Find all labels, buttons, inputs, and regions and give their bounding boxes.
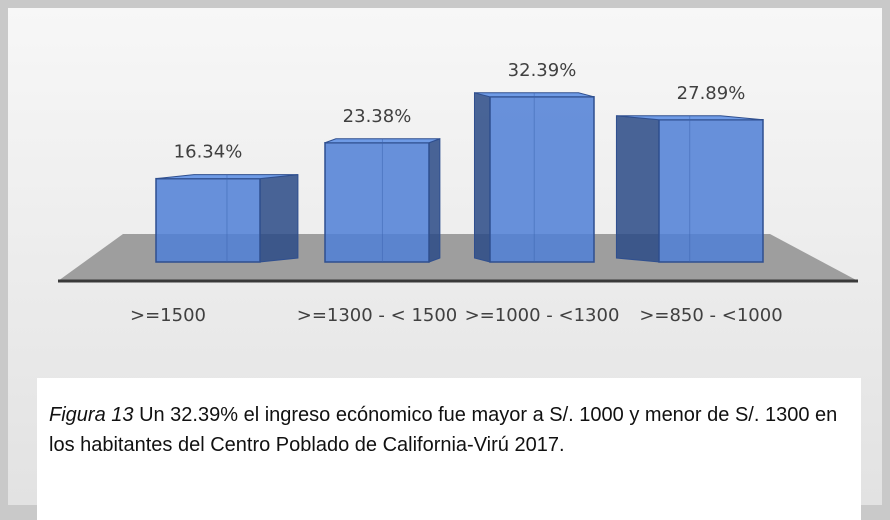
bar: [155, 174, 299, 263]
value-label: 16.34%: [174, 142, 243, 163]
bar: [324, 138, 441, 263]
bar-side: [473, 92, 491, 263]
bar-side: [615, 115, 660, 263]
bar-side: [428, 138, 441, 263]
bar-front: [658, 119, 764, 263]
caption: Figura 13 Un 32.39% el ingreso ecónomico…: [37, 378, 861, 520]
value-label: 32.39%: [508, 60, 577, 81]
x-tick-label: >=1300 - < 1500: [297, 305, 458, 326]
value-label: 27.89%: [677, 83, 746, 104]
bar-side: [259, 174, 299, 263]
x-tick-label: >=1500: [130, 305, 206, 326]
value-label: 23.38%: [343, 106, 412, 127]
bar-front: [324, 142, 430, 263]
bar: [473, 92, 595, 263]
x-tick-label: >=1000 - <1300: [465, 305, 620, 326]
x-tick-label: >=850 - <1000: [639, 305, 782, 326]
bar-front: [489, 96, 595, 263]
bar-front: [155, 177, 261, 263]
bar: [615, 115, 764, 263]
figure-label: Figura 13: [49, 404, 134, 426]
caption-text: Un 32.39% el ingreso ecónomico fue mayor…: [49, 404, 838, 456]
